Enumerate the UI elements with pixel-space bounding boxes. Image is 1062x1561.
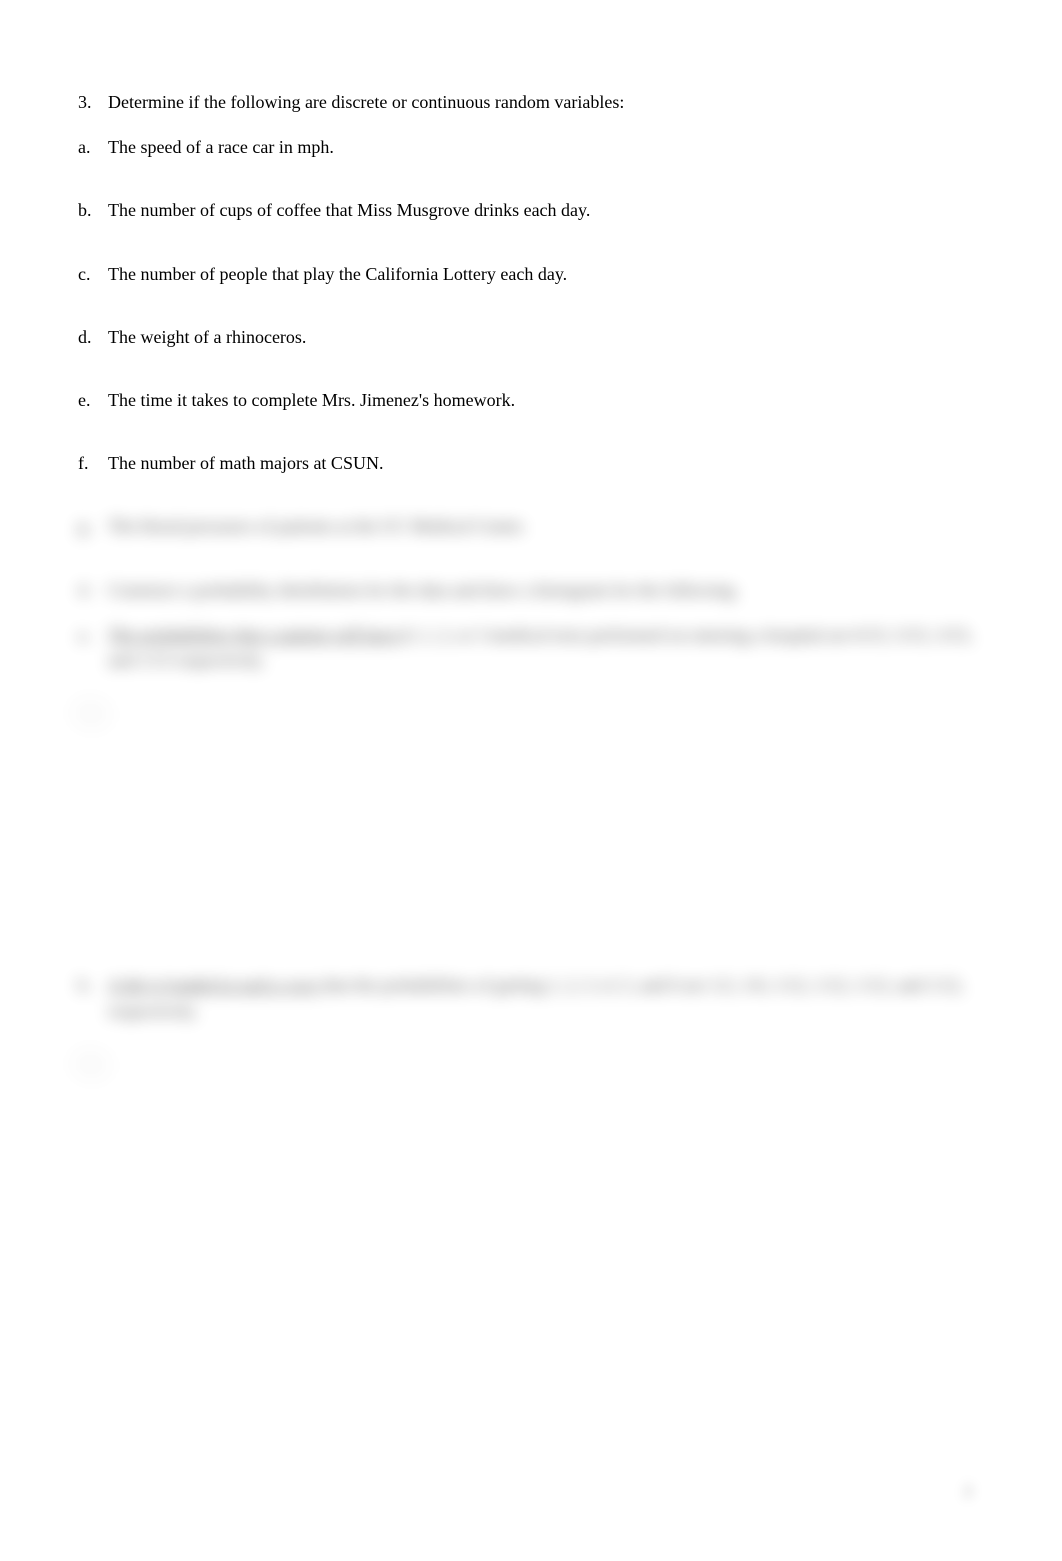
item-d: d. The weight of a rhinoceros. [78,325,984,350]
question-3: 3. Determine if the following are discre… [78,90,984,115]
axis-2: P(x) [78,1054,984,1076]
item-a-marker: a. [78,135,108,160]
q4b-text: A die is loaded in such a way that the p… [108,973,984,1023]
axis-region-1: P(x) [78,703,984,725]
item-a-text: The speed of a race car in mph. [108,135,984,160]
item-b-text: The number of cups of coffee that Miss M… [108,198,984,223]
item-e-marker: e. [78,388,108,413]
item-g-marker: g. [78,514,108,539]
item-d-text: The weight of a rhinoceros. [108,325,984,350]
item-f-marker: f. [78,451,108,476]
item-a: a. The speed of a race car in mph. [78,135,984,160]
q4a-marker: a. [78,623,108,648]
item-g-text: The blood pressures of patients at the U… [108,514,984,539]
axis-1-label: P(x) [78,703,108,725]
axis-1: P(x) [78,703,984,725]
q4a-lead: The probabilities that a patient will ha… [108,625,403,645]
item-d-marker: d. [78,325,108,350]
item-g: g. The blood pressures of patients at th… [78,514,984,539]
item-c-marker: c. [78,262,108,287]
q4a-text: The probabilities that a patient will ha… [108,623,984,673]
item-f: f. The number of math majors at CSUN. [78,451,984,476]
q4b-marker: b. [78,973,108,998]
q4-text: Construct a probability distribution for… [108,578,984,603]
q3-marker: 3. [78,90,108,115]
item-b: b. The number of cups of coffee that Mis… [78,198,984,223]
question-4b: b. A die is loaded in such a way that th… [78,973,984,1023]
question-4a: a. The probabilities that a patient will… [78,623,984,673]
axis-2-label: P(x) [78,1054,108,1076]
q4b-lead: A die is loaded in such a way [108,975,323,995]
q4-marker: 4. [78,578,108,603]
item-f-text: The number of math majors at CSUN. [108,451,984,476]
item-b-marker: b. [78,198,108,223]
blurred-region: g. The blood pressures of patients at th… [78,514,984,1344]
page-number: 2 [964,1483,972,1501]
axis-region-2: P(x) [78,1054,984,1076]
histogram-space-1 [78,763,984,973]
q3-text: Determine if the following are discrete … [108,90,984,115]
histogram-space-2 [78,1114,984,1344]
question-4: 4. Construct a probability distribution … [78,578,984,603]
item-c-text: The number of people that play the Calif… [108,262,984,287]
item-e: e. The time it takes to complete Mrs. Ji… [78,388,984,413]
item-e-text: The time it takes to complete Mrs. Jimen… [108,388,984,413]
item-c: c. The number of people that play the Ca… [78,262,984,287]
